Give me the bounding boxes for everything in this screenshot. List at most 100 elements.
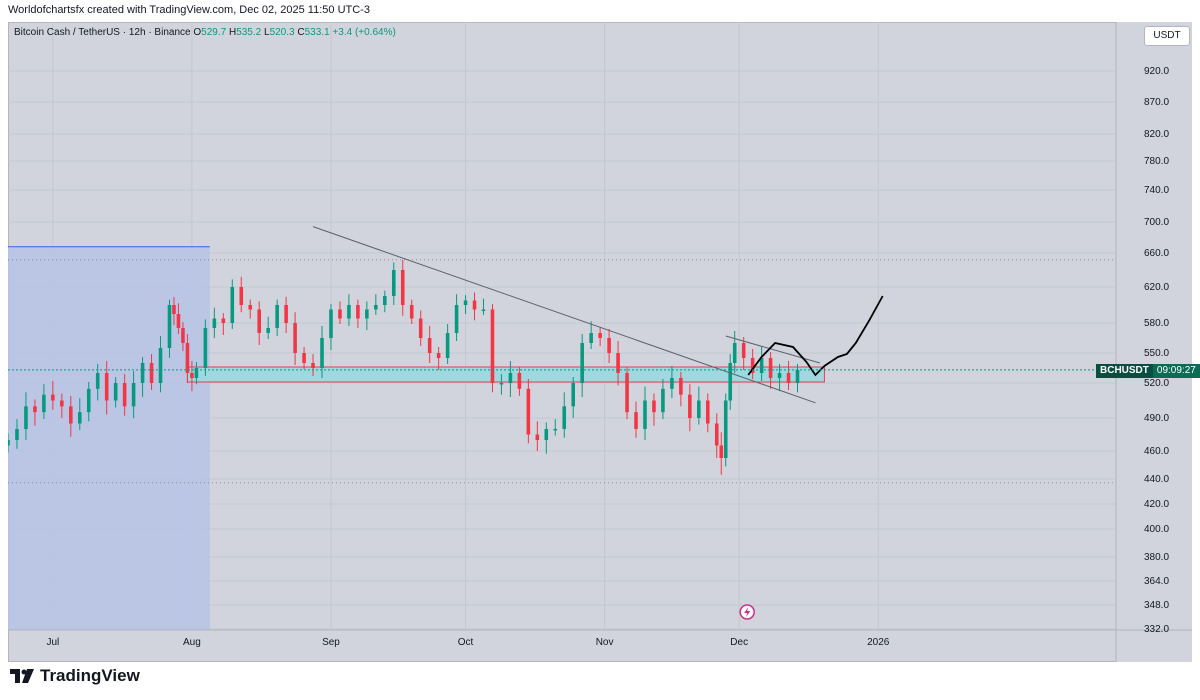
candle-body bbox=[723, 400, 728, 458]
change-value: +3.4 (+0.64%) bbox=[332, 27, 396, 38]
y-tick-label: 620.0 bbox=[1144, 282, 1169, 293]
candle-body bbox=[284, 305, 288, 323]
candle-body bbox=[795, 369, 800, 383]
candle-body bbox=[454, 305, 459, 333]
candle-body bbox=[122, 383, 127, 407]
open-value: 529.7 bbox=[201, 27, 227, 38]
low-value: 520.3 bbox=[269, 27, 295, 38]
candle-body bbox=[472, 300, 477, 310]
candle-body bbox=[131, 383, 136, 407]
candle-body bbox=[302, 353, 306, 363]
candle-body bbox=[266, 328, 270, 333]
open-label: O bbox=[193, 27, 202, 38]
candle-body bbox=[598, 333, 602, 338]
candle-body bbox=[436, 353, 441, 358]
candle-body bbox=[8, 440, 10, 446]
x-tick-label: Aug bbox=[183, 637, 201, 648]
high-value: 535.2 bbox=[236, 27, 262, 38]
candle-body bbox=[571, 383, 576, 407]
candle-body bbox=[33, 406, 37, 413]
x-tick-label: Nov bbox=[596, 637, 614, 648]
candle-body bbox=[329, 309, 333, 338]
candle-body bbox=[750, 358, 755, 373]
candle-body bbox=[580, 343, 584, 383]
candle-body bbox=[365, 309, 369, 319]
candle-body bbox=[517, 373, 522, 389]
candle-body bbox=[383, 296, 387, 305]
x-tick-label: Sep bbox=[322, 637, 340, 648]
candle-body bbox=[212, 318, 217, 328]
candle-body bbox=[634, 412, 638, 429]
candle-body bbox=[759, 358, 764, 373]
projection-drawing bbox=[747, 295, 884, 377]
y-tick-label: 870.0 bbox=[1144, 97, 1169, 108]
candle-body bbox=[688, 394, 692, 418]
candle-body bbox=[544, 429, 549, 440]
candle-body bbox=[777, 373, 782, 378]
candle-body bbox=[42, 394, 46, 413]
tradingview-logo[interactable]: TradingView bbox=[10, 666, 140, 686]
candle-body bbox=[768, 358, 773, 378]
candle-body bbox=[60, 400, 64, 407]
y-tick-label: 660.0 bbox=[1144, 248, 1169, 259]
y-tick-label: 580.0 bbox=[1144, 318, 1169, 329]
candle-body bbox=[728, 363, 733, 401]
symbol-title: Bitcoin Cash / TetherUS · 12h · Binance bbox=[14, 27, 191, 38]
candle-body bbox=[535, 434, 540, 440]
candle-body bbox=[347, 305, 351, 319]
price-chart[interactable]: 920.0 870.0 820.0 780.0 740.0 700.0 660.0 620.0… bbox=[8, 22, 1192, 662]
candle-body bbox=[248, 305, 253, 310]
candle-body bbox=[51, 394, 55, 401]
y-tick-label: 740.0 bbox=[1144, 185, 1169, 196]
lightning-icon bbox=[744, 607, 751, 617]
tradingview-logo-text: TradingView bbox=[40, 666, 140, 685]
candle-body bbox=[140, 363, 145, 383]
candle-body bbox=[24, 406, 28, 429]
candle-body bbox=[427, 338, 432, 353]
candle-body bbox=[167, 305, 172, 348]
y-tick-label: 520.0 bbox=[1144, 378, 1169, 389]
y-tick-label: 490.0 bbox=[1144, 413, 1169, 424]
candle-body bbox=[320, 338, 324, 368]
high-label: H bbox=[228, 27, 237, 38]
y-tick-label: 348.0 bbox=[1144, 600, 1169, 611]
candle-body bbox=[15, 429, 19, 440]
y-tick-label: 380.0 bbox=[1144, 552, 1169, 563]
candle-body bbox=[499, 383, 504, 385]
candle-body bbox=[741, 343, 746, 358]
y-tick-label: 400.0 bbox=[1144, 524, 1169, 535]
candle-body bbox=[643, 400, 647, 429]
highlight-range bbox=[8, 246, 210, 631]
y-tick-label: 420.0 bbox=[1144, 499, 1169, 510]
candle-body bbox=[409, 305, 414, 319]
candle-body bbox=[445, 333, 450, 358]
close-value: 533.1 bbox=[304, 27, 330, 38]
low-label: L bbox=[264, 27, 270, 38]
candle-body bbox=[149, 363, 154, 383]
candle-body bbox=[670, 378, 674, 389]
candle-body bbox=[490, 309, 495, 383]
candle-body bbox=[661, 388, 665, 413]
candle-body bbox=[356, 305, 360, 319]
candle-body bbox=[553, 429, 558, 431]
currency-button[interactable]: USDT bbox=[1144, 26, 1190, 46]
candle-body bbox=[589, 333, 593, 343]
candle-body bbox=[732, 343, 737, 363]
candle-body bbox=[786, 373, 791, 383]
candle-body bbox=[400, 270, 405, 305]
candle-body bbox=[391, 270, 396, 296]
candle-body bbox=[113, 383, 118, 401]
descending-trendline bbox=[312, 226, 816, 404]
candle-body bbox=[77, 412, 82, 424]
candle-body bbox=[95, 373, 100, 389]
candle-body bbox=[194, 368, 199, 378]
candle-body bbox=[607, 338, 611, 353]
y-tick-label: 920.0 bbox=[1144, 66, 1169, 77]
y-tick-label: 364.0 bbox=[1144, 576, 1169, 587]
candle-body bbox=[562, 406, 567, 429]
y-tick-label: 550.0 bbox=[1144, 348, 1169, 359]
candle-body bbox=[463, 300, 468, 305]
candle-body bbox=[86, 388, 91, 413]
candle-body bbox=[104, 373, 109, 401]
price-tag-symbol: BCHUSDT bbox=[1096, 364, 1153, 378]
